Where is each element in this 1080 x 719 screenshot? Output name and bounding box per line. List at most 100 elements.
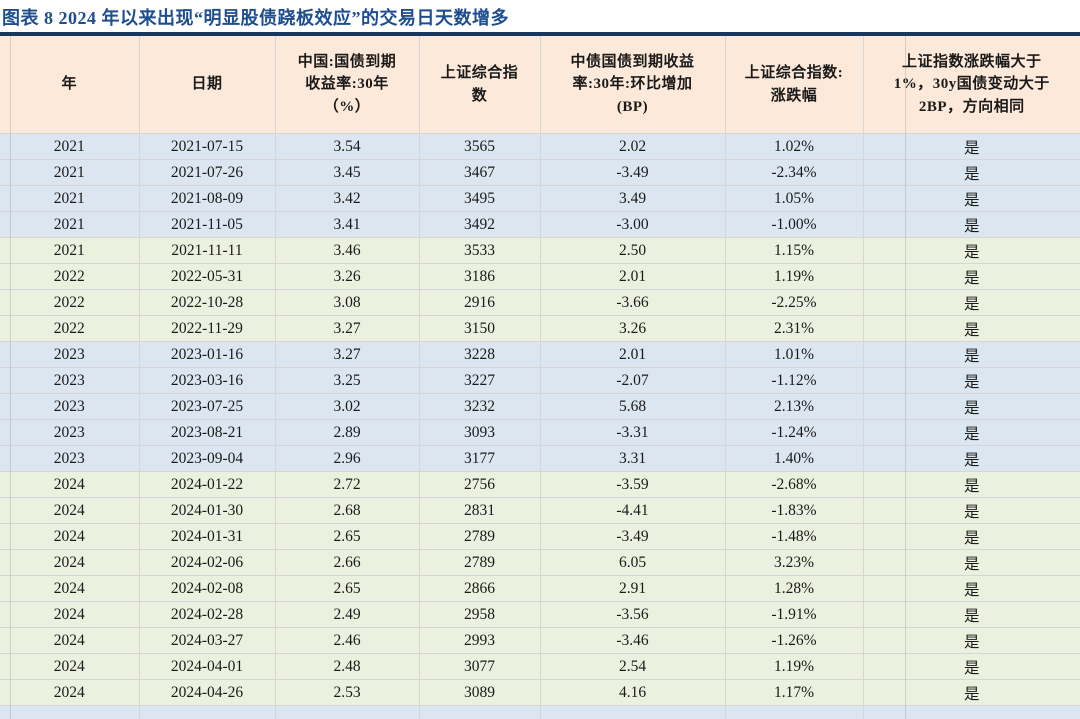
table-row: 2022 2022-05-31 3.26 3186 2.01 1.19% 是	[0, 263, 1080, 290]
table-row: 2024 2024-04-01 2.48 3077 2.54 1.19% 是	[0, 653, 1080, 680]
table-cell: 2023	[0, 341, 140, 368]
table-cell: 2.46	[274, 627, 420, 654]
table-row: 2021 2021-11-11 3.46 3533 2.50 1.15% 是	[0, 237, 1080, 264]
table-cell: 3.27	[274, 341, 420, 368]
table-cell: -1.91%	[724, 601, 864, 628]
table-cell: 1.01%	[724, 341, 864, 368]
table-cell: 2022	[0, 315, 140, 342]
table-cell	[274, 705, 420, 719]
table-cell: 2024	[0, 679, 140, 706]
table-cell: 4.16	[539, 679, 726, 706]
table-cell: -2.68%	[724, 471, 864, 498]
table-cell: 3.08	[274, 289, 420, 316]
table-cell: 是	[862, 445, 1080, 472]
table-cell: 2023	[0, 393, 140, 420]
table-cell: 2021	[0, 159, 140, 186]
table-cell: -3.66	[539, 289, 726, 316]
table-cell: 2024-02-28	[138, 601, 276, 628]
table-cell: 2024-03-27	[138, 627, 276, 654]
table-cell: 3533	[418, 237, 541, 264]
table-cell: -1.00%	[724, 211, 864, 238]
table-cell: 2958	[418, 601, 541, 628]
table-cell: 2.48	[274, 653, 420, 680]
table-cell: -3.00	[539, 211, 726, 238]
table-cell	[539, 705, 726, 719]
table-cell: 3.45	[274, 159, 420, 186]
auxiliary-gridline-left	[10, 36, 11, 719]
table-cell: 是	[862, 575, 1080, 602]
table-cell: 3089	[418, 679, 541, 706]
table-row: 2024 2024-02-08 2.65 2866 2.91 1.28% 是	[0, 575, 1080, 602]
table-cell: 3467	[418, 159, 541, 186]
table-cell: 1.19%	[724, 263, 864, 290]
table-cell: 3232	[418, 393, 541, 420]
table-cell: 2024-02-06	[138, 549, 276, 576]
table-cell: 2021-07-26	[138, 159, 276, 186]
table-cell: 1.40%	[724, 445, 864, 472]
table-cell: -2.34%	[724, 159, 864, 186]
table-cell: 是	[862, 549, 1080, 576]
table-cell: 1.15%	[724, 237, 864, 264]
table-cell: 1.28%	[724, 575, 864, 602]
table-cell	[724, 705, 864, 719]
table-cell: 是	[862, 211, 1080, 238]
table-row: 2023 2023-09-04 2.96 3177 3.31 1.40% 是	[0, 445, 1080, 472]
table-row-partial	[0, 705, 1080, 719]
table-cell: 是	[862, 679, 1080, 706]
table-cell: 2022-11-29	[138, 315, 276, 342]
table-cell: 2021	[0, 211, 140, 238]
table-cell: 2023	[0, 419, 140, 446]
table-cell: 是	[862, 133, 1080, 160]
figure-title: 图表 8 2024 年以来出现“明显股债跷板效应”的交易日天数增多	[2, 8, 509, 28]
column-header: 中国:国债到期 收益率:30年 （%）	[274, 36, 420, 134]
table-cell: 3227	[418, 367, 541, 394]
table-row: 2024 2024-01-31 2.65 2789 -3.49 -1.48% 是	[0, 523, 1080, 550]
table-cell: 2.65	[274, 575, 420, 602]
table-cell: 2789	[418, 549, 541, 576]
table-cell: 3186	[418, 263, 541, 290]
table-cell: 是	[862, 237, 1080, 264]
table-header: 年日期 中国:国债到期 收益率:30年 （%） 上证综合指 数中债国债到期收益 率:…	[0, 36, 1080, 134]
table-cell: -2.07	[539, 367, 726, 394]
table-cell: 2024-04-26	[138, 679, 276, 706]
table-cell: 2024	[0, 601, 140, 628]
table-cell: 是	[862, 263, 1080, 290]
table-cell: 是	[862, 471, 1080, 498]
table-row: 2021 2021-08-09 3.42 3495 3.49 1.05% 是	[0, 185, 1080, 212]
table-body: 2021 2021-07-15 3.54 3565 2.02 1.02% 是 2021 2021…	[0, 133, 1080, 719]
column-header: 上证综合指 数	[418, 36, 541, 134]
table-row: 2024 2024-02-06 2.66 2789 6.05 3.23% 是	[0, 549, 1080, 576]
column-header: 上证综合指数: 涨跌幅	[724, 36, 864, 134]
table-cell: 2024	[0, 549, 140, 576]
table-cell: 2.72	[274, 471, 420, 498]
table-row: 2021 2021-07-15 3.54 3565 2.02 1.02% 是	[0, 133, 1080, 160]
column-header: 日期	[138, 36, 276, 134]
table-cell: 3.23%	[724, 549, 864, 576]
table-cell: 3.26	[539, 315, 726, 342]
table-cell: 2.66	[274, 549, 420, 576]
table-cell: -3.56	[539, 601, 726, 628]
table-cell: 1.17%	[724, 679, 864, 706]
table-cell: -1.48%	[724, 523, 864, 550]
table-cell: 2023	[0, 445, 140, 472]
table-cell: 3.26	[274, 263, 420, 290]
table-cell: 2.54	[539, 653, 726, 680]
table-cell: -3.49	[539, 523, 726, 550]
table-cell: 2.49	[274, 601, 420, 628]
table-cell: 2022-10-28	[138, 289, 276, 316]
table-cell: 2024	[0, 653, 140, 680]
table-cell: 2.31%	[724, 315, 864, 342]
title-divider-rule	[0, 32, 1080, 36]
table-cell: 6.05	[539, 549, 726, 576]
table-cell: 2024	[0, 575, 140, 602]
table-row: 2024 2024-03-27 2.46 2993 -3.46 -1.26% 是	[0, 627, 1080, 654]
table-cell: 2.89	[274, 419, 420, 446]
table-row: 2024 2024-01-30 2.68 2831 -4.41 -1.83% 是	[0, 497, 1080, 524]
table-row: 2023 2023-03-16 3.25 3227 -2.07 -1.12% 是	[0, 367, 1080, 394]
table-cell: 3.02	[274, 393, 420, 420]
table-cell: 2.02	[539, 133, 726, 160]
table-cell: -1.83%	[724, 497, 864, 524]
table-cell: 3495	[418, 185, 541, 212]
table-cell: 是	[862, 653, 1080, 680]
